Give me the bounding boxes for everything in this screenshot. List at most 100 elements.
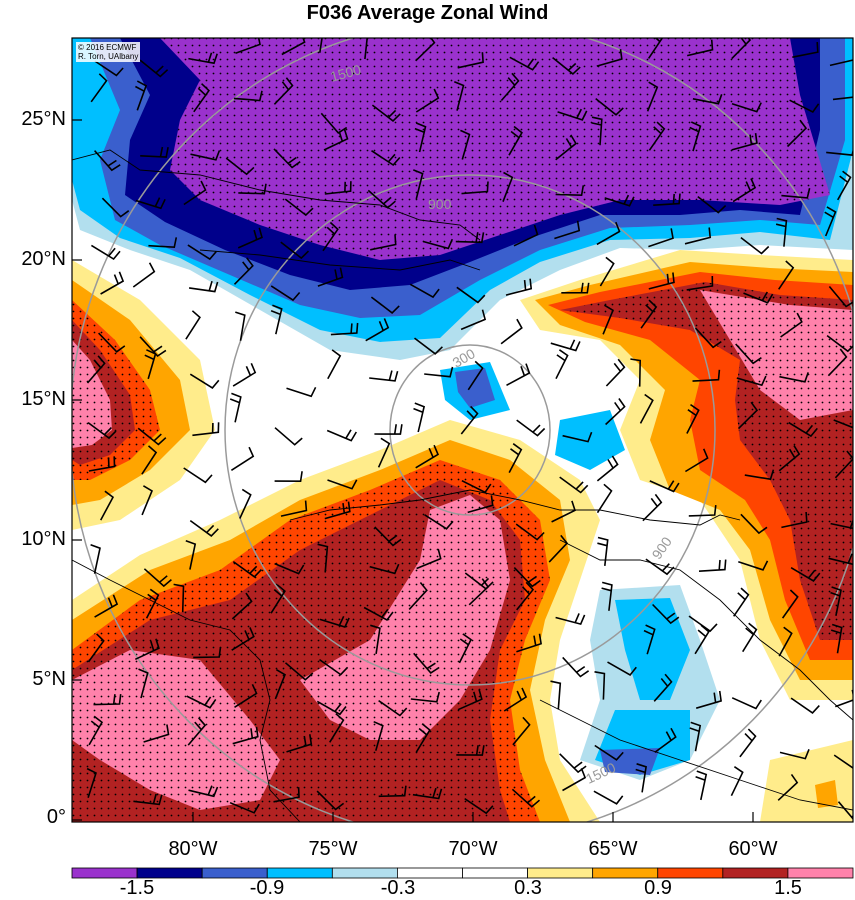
wind-barb: [509, 56, 540, 71]
wind-barb: [781, 188, 811, 199]
wind-barb: [367, 189, 396, 209]
wind-barb: [743, 291, 774, 304]
y-label-0: 0°: [46, 806, 66, 828]
wind-barb: [133, 793, 163, 806]
wind-barb: [229, 801, 260, 814]
wind-barb: [461, 479, 492, 494]
map-title: F036 Average Zonal Wind: [306, 2, 549, 24]
wind-barb: [141, 485, 154, 516]
wind-barb: [408, 581, 428, 610]
wind-barb: [324, 501, 351, 520]
wind-barb: [186, 695, 217, 709]
wind-barb: [513, 224, 539, 247]
wind-barb: [424, 514, 454, 530]
wind-barb: [460, 309, 487, 331]
wind-barb: [87, 633, 105, 663]
wind-barb: [238, 183, 267, 195]
field-layer: [72, 38, 853, 822]
wind-barb: [173, 583, 185, 613]
wind-barb: [777, 773, 799, 801]
wind-barb: [694, 624, 710, 655]
wind-barb: [374, 526, 402, 547]
wind-barb: [270, 304, 283, 335]
wind-barb: [652, 603, 680, 625]
wind-barb: [688, 505, 717, 517]
wind-barb: [602, 304, 615, 335]
wind-barb: [323, 129, 349, 151]
wind-barb: [410, 691, 440, 703]
wind-barb: [93, 150, 121, 172]
wind-barb: [779, 749, 810, 760]
wind-barb: [144, 349, 157, 380]
wind-barb: [508, 125, 523, 156]
wind-barb: [695, 770, 708, 801]
colorbar-label-m15: -1.5: [119, 877, 155, 899]
wind-barb: [239, 488, 252, 519]
wind-barb: [280, 500, 308, 517]
wind-barb: [93, 694, 122, 706]
colorbar-swatch: [787, 867, 854, 879]
wind-barb: [824, 206, 837, 237]
wind-barb: [135, 80, 148, 111]
wind-barb: [274, 427, 303, 446]
wind-barb: [460, 405, 479, 435]
wind-barb: [274, 669, 286, 700]
colorbar: [71, 867, 854, 879]
wind-barb: [593, 790, 624, 805]
wind-barb: [837, 170, 852, 201]
wind-barb: [562, 768, 587, 792]
wind-barb: [511, 788, 541, 808]
wind-barb: [274, 562, 305, 575]
y-label-10n: 10°N: [21, 528, 66, 550]
wind-barb: [786, 119, 808, 148]
wind-barb: [378, 699, 408, 717]
wind-barb: [692, 94, 723, 105]
wind-barb: [270, 584, 286, 614]
wind-barb: [225, 157, 255, 176]
wind-barb: [100, 271, 125, 295]
wind-barb: [689, 121, 702, 152]
wind-barb: [548, 534, 569, 563]
wind-barb: [185, 539, 197, 570]
wind-barb: [830, 586, 842, 616]
wind-barb: [780, 312, 803, 338]
wind-barb: [837, 801, 853, 821]
wind-barb: [424, 366, 454, 378]
wind-barb: [188, 52, 218, 65]
wind-barb: [630, 358, 642, 387]
wind-barb: [370, 624, 381, 655]
wind-barb: [551, 500, 576, 523]
wind-barb: [689, 721, 702, 752]
wind-barb: [422, 238, 454, 250]
wind-barb: [687, 39, 714, 57]
wind-barb: [596, 455, 619, 482]
colorbar-label-p15: 1.5: [774, 877, 802, 899]
wind-barb: [599, 256, 615, 287]
wind-barb: [378, 785, 407, 798]
wind-barb: [273, 787, 300, 803]
wind-barb: [414, 122, 427, 153]
wind-barb: [415, 38, 436, 62]
wind-barb: [730, 766, 744, 797]
wind-barb: [232, 560, 262, 578]
wind-barb: [187, 244, 217, 261]
wind-barb: [778, 445, 801, 472]
wind-barb: [369, 563, 400, 575]
x-label-60w: 60°W: [728, 838, 778, 860]
wind-barb: [317, 543, 329, 573]
wind-barb: [234, 683, 258, 708]
wind-barb: [413, 652, 440, 674]
colorbar-label-p09: 0.9: [644, 877, 672, 899]
wind-barb: [327, 479, 358, 490]
wind-barb: [88, 456, 116, 472]
wind-barb: [740, 513, 768, 535]
wind-barb: [319, 38, 323, 53]
wind-barb: [319, 658, 349, 676]
wind-barb: [141, 445, 158, 475]
field-neg-cell-2: [555, 410, 625, 470]
wind-barb: [456, 286, 486, 304]
wind-barb: [596, 48, 623, 67]
wind-barb: [731, 132, 758, 151]
x-label-80w: 80°W: [168, 838, 218, 860]
wind-barbs: [86, 38, 853, 821]
